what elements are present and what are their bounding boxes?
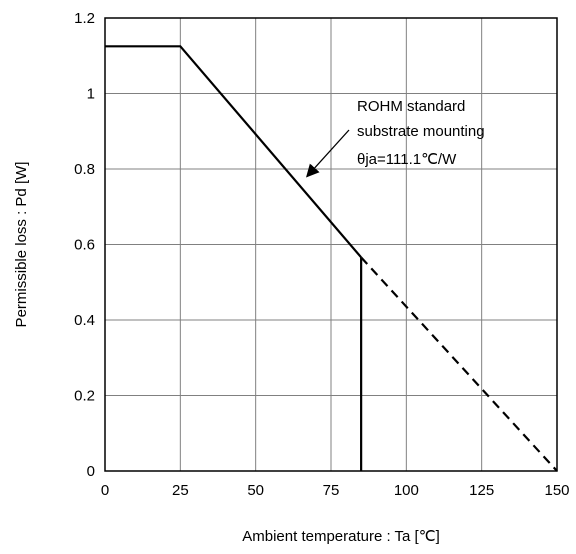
y-tick-label: 1 xyxy=(87,86,95,103)
series-line-1 xyxy=(105,45,362,259)
x-tick-label: 25 xyxy=(172,482,189,499)
y-axis-label: Permissible loss : Pd [W] xyxy=(13,162,30,328)
plot-frame xyxy=(104,17,558,472)
y-tick-label: 0.4 xyxy=(74,312,95,329)
annotation-arrow xyxy=(306,129,350,178)
annotation: ROHM standard substrate mounting θja=111… xyxy=(306,98,485,178)
annotation-line-3: θja=111.1℃/W xyxy=(357,151,457,168)
x-tick-label: 75 xyxy=(323,482,340,499)
y-tick-label: 0.6 xyxy=(74,237,95,254)
x-tick-label: 0 xyxy=(101,482,109,499)
x-tick-label: 125 xyxy=(469,482,494,499)
series-lines xyxy=(105,45,558,472)
grid-lines xyxy=(105,18,557,471)
annotation-line-1: ROHM standard xyxy=(357,98,465,115)
y-tick-label: 0 xyxy=(87,463,95,480)
x-tick-label: 100 xyxy=(394,482,419,499)
x-axis-label: Ambient temperature : Ta [℃] xyxy=(242,528,440,545)
y-tick-label: 0.8 xyxy=(74,161,95,178)
series-line-3 xyxy=(360,256,558,472)
x-tick-label: 50 xyxy=(247,482,264,499)
x-tick-labels: 0 25 50 75 100 125 150 xyxy=(101,482,570,499)
y-tick-label: 1.2 xyxy=(74,10,95,27)
x-tick-label: 150 xyxy=(544,482,569,499)
y-tick-label: 0.2 xyxy=(74,388,95,405)
annotation-line-2: substrate mounting xyxy=(357,123,485,140)
y-tick-labels: 0 0.2 0.4 0.6 0.8 1 1.2 xyxy=(74,10,95,480)
